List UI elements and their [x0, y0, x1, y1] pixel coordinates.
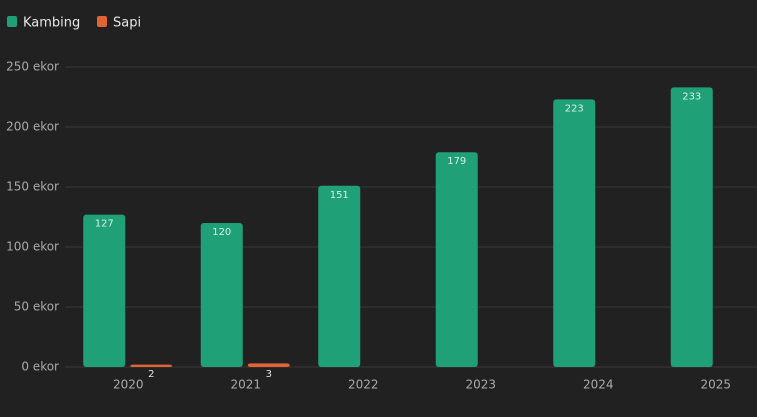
y-tick-label: 250 ekor	[6, 60, 59, 74]
x-tick-label: 2023	[465, 378, 496, 392]
legend-swatch	[97, 16, 107, 27]
value-label: 151	[330, 190, 349, 201]
x-tick-label: 2024	[583, 378, 614, 392]
bar	[553, 99, 596, 368]
value-label: 233	[682, 91, 701, 102]
bar	[318, 185, 361, 367]
legend-swatch	[7, 16, 17, 27]
bar	[247, 363, 290, 367]
x-tick-label: 2025	[700, 378, 731, 392]
legend-label: Sapi	[113, 16, 141, 31]
value-label: 120	[212, 227, 231, 238]
y-tick-label: 200 ekor	[6, 120, 59, 134]
value-label: 179	[447, 156, 466, 167]
y-tick-label: 0 ekor	[21, 360, 59, 374]
bar	[130, 364, 173, 367]
x-tick-label: 2021	[230, 378, 261, 392]
bar	[83, 214, 126, 367]
value-label: 127	[95, 219, 114, 230]
legend-label: Kambing	[23, 16, 80, 31]
y-tick-label: 50 ekor	[14, 300, 59, 314]
bar	[435, 152, 478, 367]
value-label: 3	[266, 369, 272, 380]
value-label: 223	[565, 103, 584, 114]
bar	[670, 87, 713, 368]
value-label: 2	[148, 369, 154, 380]
x-tick-label: 2020	[113, 378, 144, 392]
y-tick-label: 100 ekor	[6, 240, 59, 254]
y-tick-label: 150 ekor	[6, 180, 59, 194]
bar	[200, 223, 243, 367]
x-tick-label: 2022	[348, 378, 379, 392]
